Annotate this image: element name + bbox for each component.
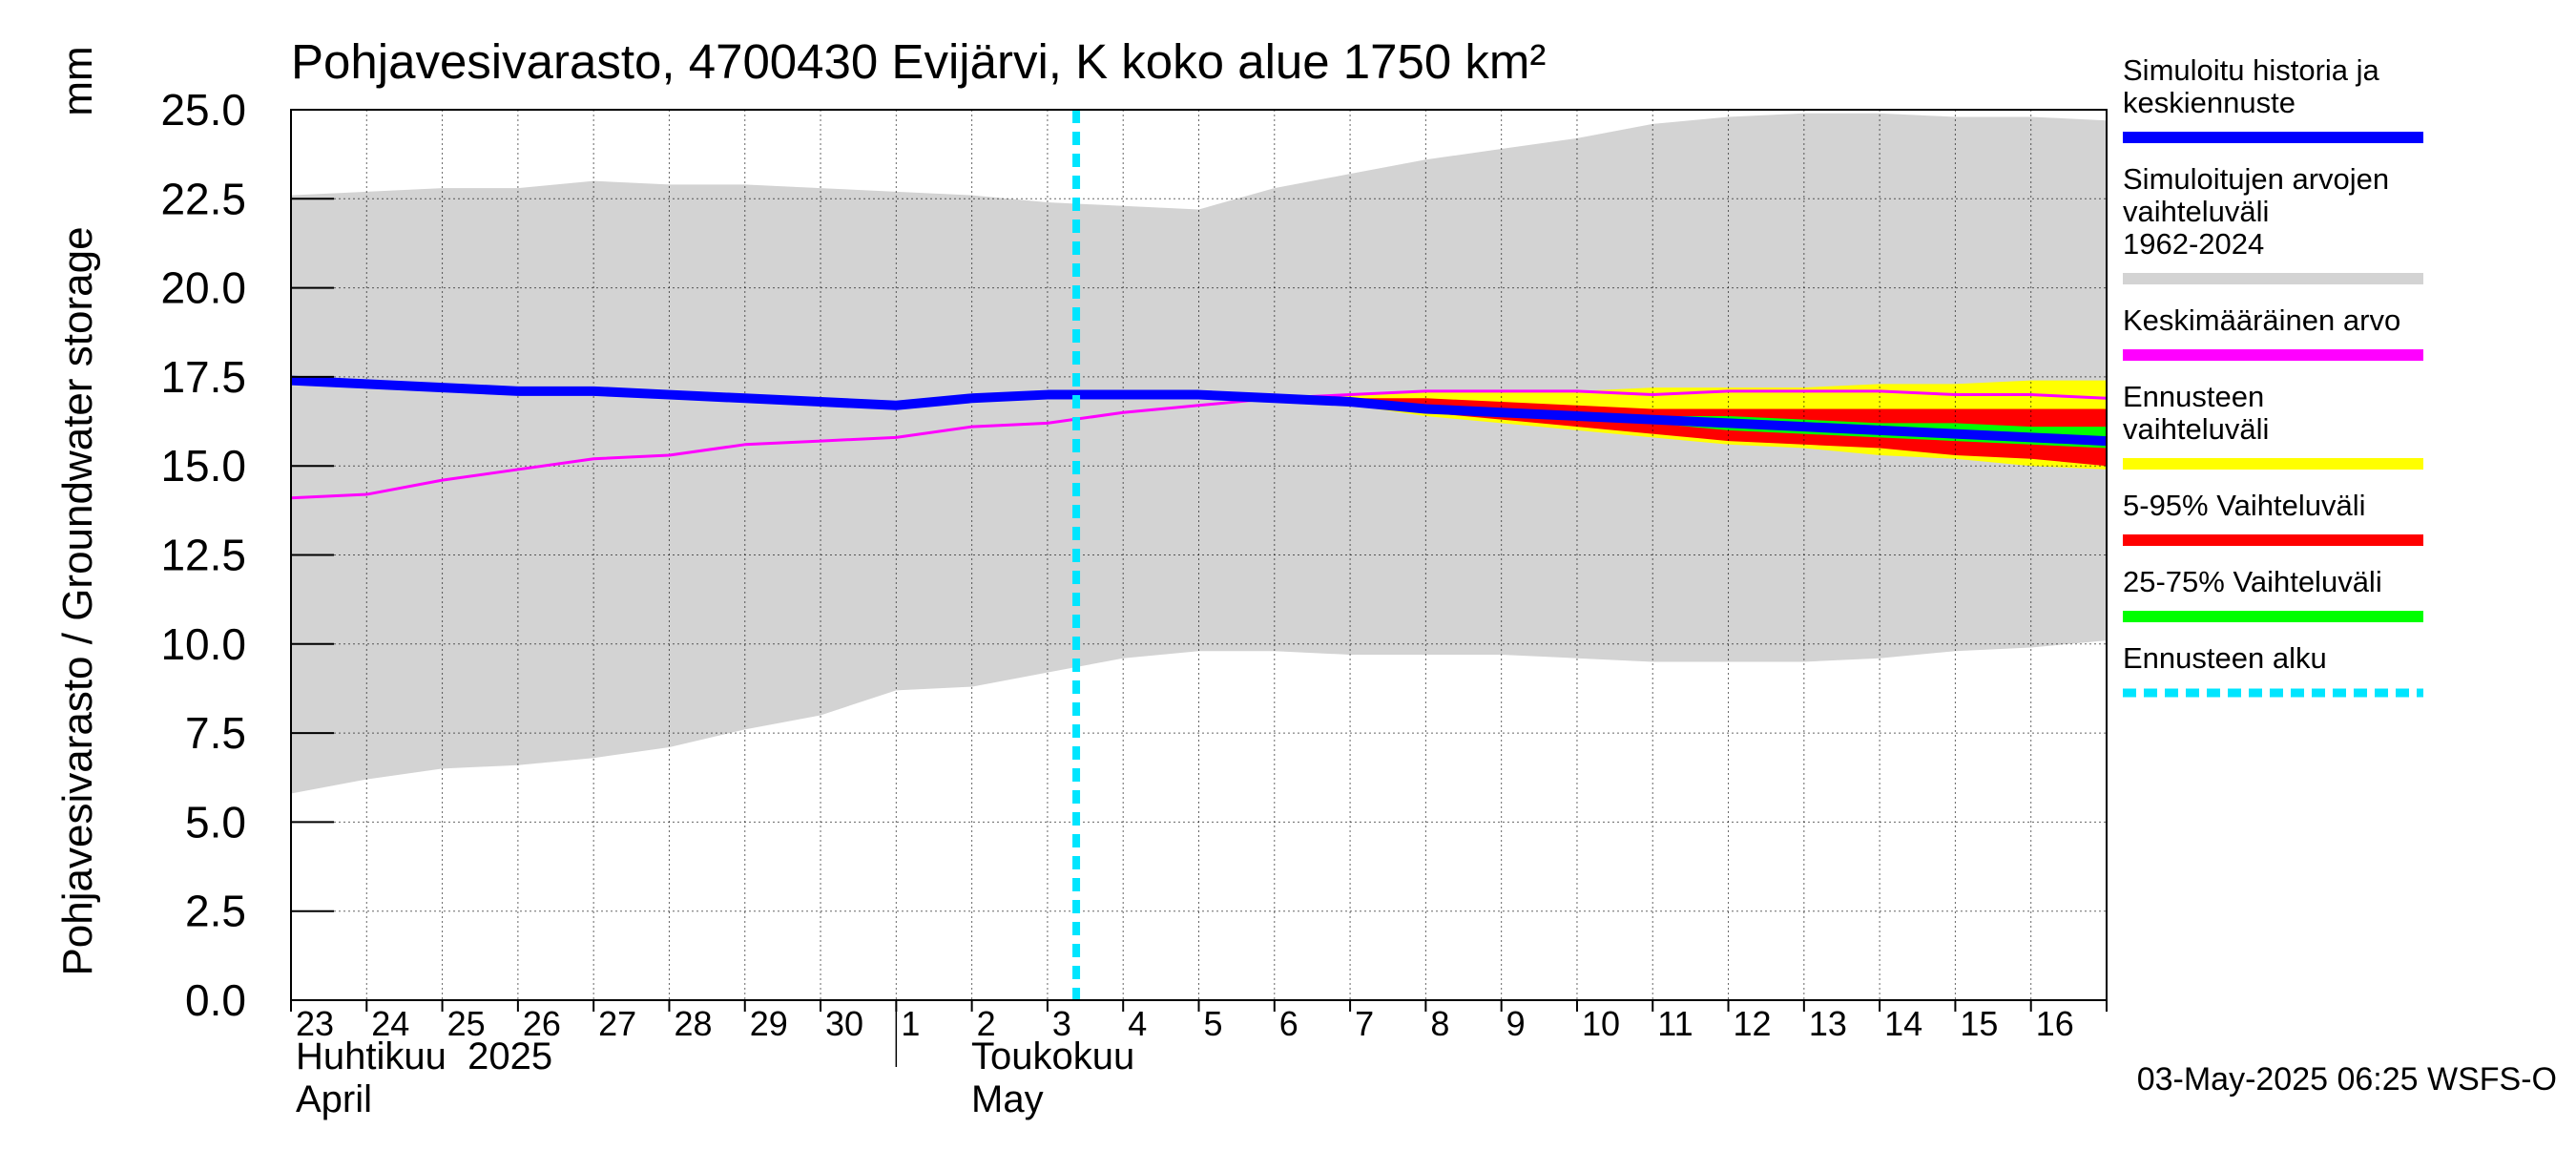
x-tick-label: 30	[825, 1004, 863, 1043]
month-label-may-en: May	[971, 1078, 1044, 1120]
chart-title: Pohjavesivarasto, 4700430 Evijärvi, K ko…	[291, 34, 1546, 89]
x-tick-label: 24	[371, 1004, 409, 1043]
y-tick-label: 0.0	[185, 975, 246, 1025]
x-tick-label: 28	[674, 1004, 712, 1043]
y-tick-label: 7.5	[185, 708, 246, 758]
y-tick-label: 12.5	[160, 531, 246, 580]
y-tick-label: 17.5	[160, 352, 246, 402]
x-tick-label: 13	[1809, 1004, 1847, 1043]
x-tick-label: 23	[296, 1004, 334, 1043]
x-tick-label: 4	[1128, 1004, 1147, 1043]
y-tick-label: 15.0	[160, 441, 246, 491]
footer-timestamp: 03-May-2025 06:25 WSFS-O	[2137, 1061, 2557, 1098]
y-tick-label: 5.0	[185, 797, 246, 847]
x-tick-label: 9	[1506, 1004, 1526, 1043]
legend-label: 1962-2024	[2123, 227, 2264, 261]
y-tick-label: 10.0	[160, 619, 246, 669]
legend-label: vaihteluväli	[2123, 412, 2269, 446]
legend-item-25-75: 25-75% Vaihteluväli	[2123, 565, 2423, 622]
simulated-mean-line	[290, 375, 2108, 447]
y-tick-label: 22.5	[160, 174, 246, 223]
x-tick-label: 3	[1052, 1004, 1071, 1043]
axes-layer: 0.0 2.5 5.0 7.5 10.0 12.5 15.0 17.5 20.0 22.5 25.0…	[160, 85, 2108, 1067]
legend-item-average: Keskimääräinen arvo	[2123, 303, 2423, 361]
x-tick-label: 5	[1204, 1004, 1223, 1043]
legend-label: Ennusteen	[2123, 380, 2264, 413]
y-tick-label: 25.0	[160, 85, 246, 135]
legend-item-5-95: 5-95% Vaihteluväli	[2123, 489, 2423, 546]
legend: Simuloitu historia jakeskiennusteSimuloi…	[2123, 53, 2423, 698]
x-tick-label: 6	[1279, 1004, 1298, 1043]
legend-label: Ennusteen alku	[2123, 641, 2327, 675]
legend-item-history-range: Simuloitujen arvojenvaihteluväli1962-202…	[2123, 162, 2423, 284]
y-axis-unit: mm	[54, 46, 101, 115]
x-tick-label: 16	[2036, 1004, 2074, 1043]
legend-label: Simuloitu historia ja	[2123, 53, 2380, 87]
x-tick-label: 29	[750, 1004, 788, 1043]
legend-label: 5-95% Vaihteluväli	[2123, 489, 2365, 522]
grid-layer	[291, 110, 2107, 1000]
x-tick-label: 7	[1355, 1004, 1374, 1043]
x-tick-label: 8	[1430, 1004, 1449, 1043]
x-tick-label: 26	[523, 1004, 561, 1043]
x-tick-label: 11	[1657, 1004, 1693, 1043]
x-tick-label: 25	[447, 1004, 486, 1043]
x-tick-label: 2	[977, 1004, 996, 1043]
legend-label: vaihteluväli	[2123, 195, 2269, 228]
legend-item-forecast-start: Ennusteen alku	[2123, 641, 2423, 698]
month-label-may-fi: Toukokuu	[971, 1035, 1134, 1077]
legend-label: 25-75% Vaihteluväli	[2123, 565, 2382, 598]
y-tick-label: 20.0	[160, 263, 246, 313]
legend-label: keskiennuste	[2123, 86, 2296, 119]
legend-label: Keskimääräinen arvo	[2123, 303, 2400, 337]
month-label-april-fi: Huhtikuu 2025	[296, 1035, 552, 1077]
x-tick-label: 15	[1960, 1004, 1998, 1043]
x-tick-label: 10	[1582, 1004, 1620, 1043]
y-tick-label: 2.5	[185, 887, 246, 936]
series-lines-layer	[290, 110, 2108, 1000]
y-axis-label: Pohjavesivarasto / Groundwater storage	[54, 226, 101, 975]
x-tick-label: 1	[901, 1004, 920, 1043]
x-tick-label: 14	[1884, 1004, 1922, 1043]
average-line	[290, 389, 2108, 500]
month-label-april-en: April	[296, 1078, 372, 1120]
legend-label: Simuloitujen arvojen	[2123, 162, 2389, 196]
x-tick-label: 12	[1734, 1004, 1772, 1043]
x-tick-label: 27	[598, 1004, 636, 1043]
